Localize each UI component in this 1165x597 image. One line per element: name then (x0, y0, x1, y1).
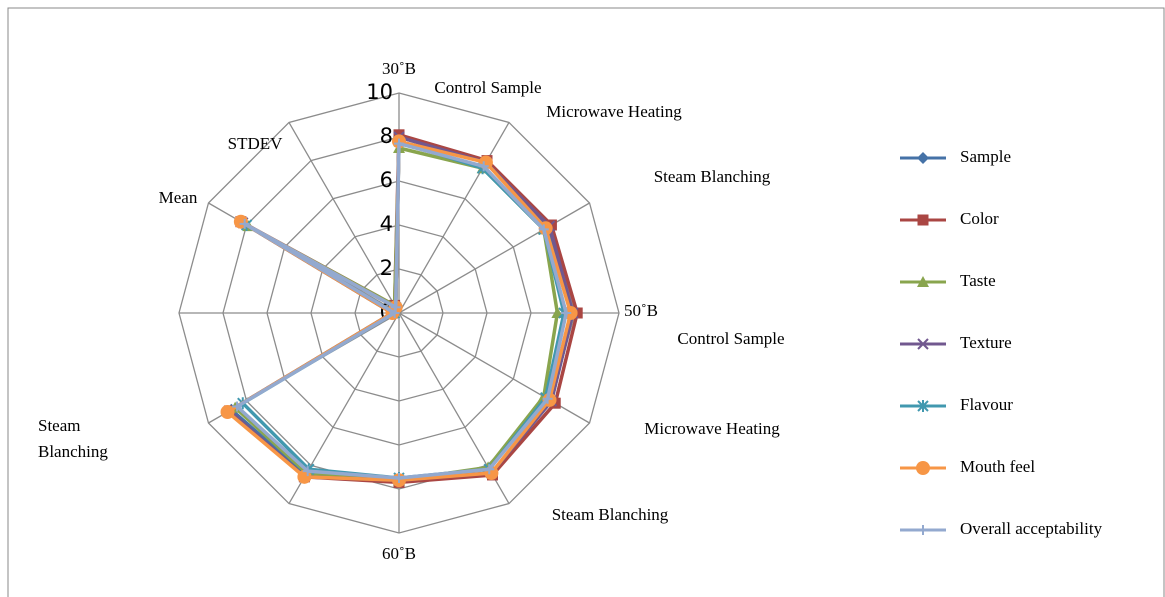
legend-marker (917, 152, 929, 164)
category-label: 30˚B (382, 59, 416, 78)
legend-label: Color (960, 209, 999, 228)
category-label: Microwave Heating (546, 102, 682, 121)
data-point (484, 464, 495, 475)
spoke (288, 122, 400, 314)
category-label: Mean (159, 188, 198, 207)
data-point (232, 401, 243, 412)
data-point (394, 473, 404, 483)
category-label: Steam (38, 416, 81, 435)
legend-label: Sample (960, 147, 1011, 166)
category-label: Steam Blanching (654, 167, 771, 186)
data-point (542, 393, 553, 404)
data-point (394, 138, 404, 149)
category-label: Microwave Heating (644, 419, 780, 438)
legend-marker (916, 461, 930, 475)
data-point (239, 218, 250, 229)
legend-label: Taste (960, 271, 996, 290)
r-tick-label: 10 (366, 80, 393, 104)
legend-label: Texture (960, 333, 1012, 352)
r-tick-label: 6 (380, 168, 393, 192)
legend-marker (918, 525, 928, 535)
category-label: 60˚B (382, 544, 416, 563)
data-point (561, 308, 572, 318)
chart-border (7, 7, 1165, 597)
r-tick-label: 8 (380, 124, 393, 148)
data-point (478, 161, 489, 172)
legend-marker (917, 400, 929, 412)
category-label: Blanching (38, 442, 108, 461)
legend-marker (917, 338, 929, 350)
data-point (390, 302, 401, 313)
category-label: 50˚B (624, 301, 658, 320)
category-label: Control Sample (434, 78, 541, 97)
category-label: Steam Blanching (552, 505, 669, 524)
legend-marker (917, 276, 929, 287)
category-label: STDEV (228, 134, 284, 153)
data-point (302, 466, 313, 477)
r-tick-label: 4 (380, 212, 393, 236)
legend-label: Overall acceptability (960, 519, 1103, 538)
legend-marker (917, 214, 929, 226)
legend-label: Mouth feel (960, 457, 1035, 476)
data-point (538, 221, 553, 236)
category-label: Control Sample (677, 329, 784, 348)
data-point (538, 224, 549, 235)
spoke (398, 122, 510, 314)
data-point (220, 405, 235, 419)
legend-label: Flavour (960, 395, 1013, 414)
r-tick-label: 2 (380, 256, 393, 280)
spoke (398, 202, 590, 314)
data-point (389, 308, 400, 318)
data-point (233, 214, 248, 229)
